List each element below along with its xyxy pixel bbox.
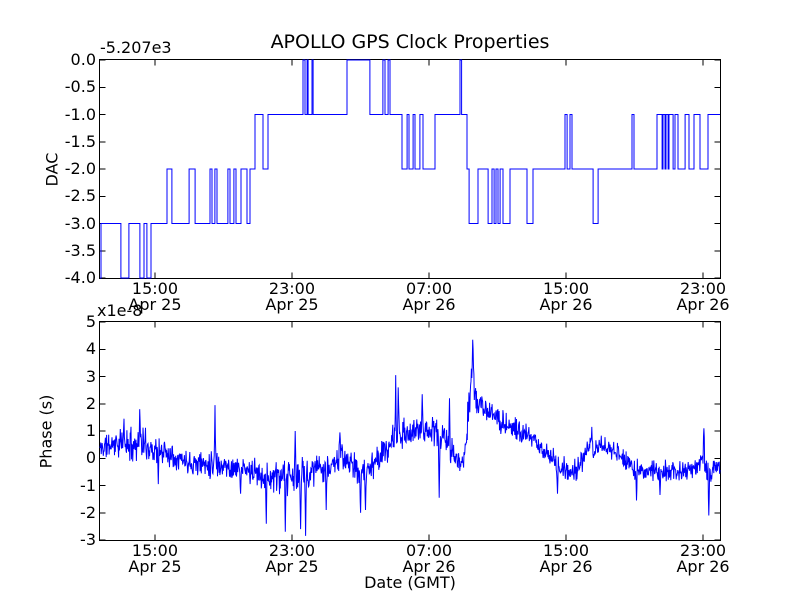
y-tick-label: 4 [85,339,96,359]
plot-title: APOLLO GPS Clock Properties [270,31,550,53]
x-tick-label: 23:00 Apr 25 [265,541,319,576]
y-tick-label: -1.5 [64,131,96,151]
phase-axes [99,321,721,541]
y-tick-label: 0.0 [70,50,96,69]
y-tick-label: -2.0 [64,159,96,178]
y-tick-label: -0.5 [64,77,96,97]
y-tick-label: 3 [85,366,96,386]
y-tick-label: 1 [85,421,96,440]
y-tick-label: -3.5 [64,240,96,260]
x-axis-label: Date (GMT) [364,573,456,592]
dac-plot-area [100,59,720,279]
x-tick-label: 23:00 Apr 26 [676,541,730,576]
y-tick-label: -2.5 [64,186,96,206]
y-tick-label: -3.0 [64,213,96,233]
y-tick-label: -4.0 [64,268,96,287]
y-tick-label: -2 [80,502,96,522]
x-tick-label: 15:00 Apr 25 [128,541,182,576]
phase-scale-label: x1e-8 [97,301,143,320]
y-tick-label: 5 [85,312,96,331]
dac-offset-label: -5.207e3 [100,38,172,57]
dac-axes [99,59,721,279]
x-tick-label: 15:00 Apr 25 [128,279,182,314]
x-tick-label: 15:00 Apr 26 [539,541,593,576]
x-tick-label: 07:00 Apr 26 [402,279,456,314]
dac-plot-line [100,59,720,279]
x-tick-label: 15:00 Apr 26 [539,279,593,314]
phase-plot-line [99,339,721,536]
x-tick-label: 07:00 Apr 26 [402,541,456,576]
phase-plot-area [99,321,721,541]
y-tick-label: -1.0 [64,104,96,124]
y-tick-label: -1 [80,475,96,495]
y-tick-label: 0 [85,448,96,468]
x-tick-label: 23:00 Apr 26 [676,279,730,314]
y-tick-label: 2 [85,393,96,413]
y-tick-label: -3 [80,530,96,549]
x-tick-label: 23:00 Apr 25 [265,279,319,314]
